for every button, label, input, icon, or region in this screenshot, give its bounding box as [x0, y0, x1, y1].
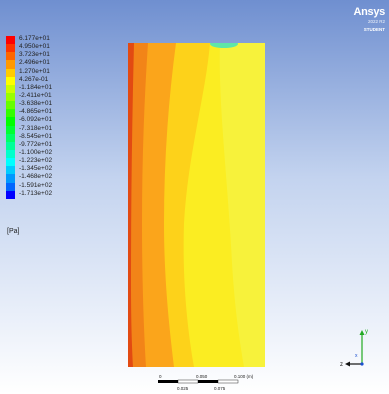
legend-swatch	[6, 174, 15, 183]
scale-segment-2	[177, 379, 199, 384]
legend-label: 3.723e+01	[19, 51, 50, 59]
legend-swatch	[6, 60, 15, 69]
legend-label: -1.223e+02	[19, 157, 53, 165]
legend-label: 2.496e+01	[19, 59, 50, 67]
scale-bar	[158, 379, 239, 384]
legend-swatch	[6, 52, 15, 61]
scale-tick-0075: 0.075	[214, 386, 226, 391]
legend-swatch	[6, 182, 15, 191]
triad-z-label: z	[340, 362, 343, 368]
x-axis-point	[360, 362, 364, 366]
scale-tick-0: 0	[159, 374, 162, 379]
legend-unit: [Pa]	[7, 228, 20, 235]
brand-version: 2022 R2	[367, 19, 385, 24]
legend-label: -8.545e+01	[19, 132, 53, 140]
z-axis-arrow	[345, 361, 350, 367]
legend-swatch	[6, 166, 15, 175]
legend-label: -6.092e+01	[19, 116, 53, 124]
legend-swatch	[6, 141, 15, 150]
legend-swatch	[6, 44, 15, 53]
contour-low-pressure-spot	[210, 43, 238, 48]
legend-swatch	[6, 84, 15, 93]
axis-triad: y z x	[340, 329, 368, 368]
y-axis-arrow	[359, 330, 365, 335]
legend-label: 1.270e+01	[19, 67, 50, 75]
legend-swatch	[6, 125, 15, 134]
legend-swatch	[6, 68, 15, 77]
legend-label: -1.100e+02	[19, 148, 53, 156]
legend-swatch	[6, 92, 15, 102]
scale-tick-0050: 0.050	[196, 374, 208, 379]
legend-label: -1.184e+01	[19, 83, 53, 91]
contour-outer-band	[128, 43, 148, 367]
legend-label: 6.177e+01	[19, 35, 50, 42]
legend-label: 4.267e-01	[19, 75, 49, 83]
legend-swatch	[6, 149, 15, 159]
pressure-contour-plot[interactable]	[128, 43, 265, 367]
contour-right-band	[219, 43, 265, 367]
scale-tick-0100: 0.100 (m)	[234, 374, 254, 379]
brand-edition: STUDENT	[363, 27, 385, 32]
ansys-watermark: Ansys 2022 R2 STUDENT	[353, 6, 385, 32]
legend-label: -1.713e+02	[19, 189, 53, 197]
legend-swatch	[6, 76, 15, 85]
legend-label: -1.468e+02	[19, 173, 53, 181]
legend-swatch	[6, 109, 15, 118]
contour-edge-band	[128, 43, 134, 367]
legend-label: -3.638e+01	[19, 100, 53, 108]
legend-swatch	[6, 101, 15, 110]
legend-swatch	[6, 158, 15, 167]
legend-swatch	[6, 36, 15, 45]
legend-label: -1.345e+02	[19, 165, 53, 173]
triad-x-label: x	[355, 353, 358, 359]
legend-swatch	[6, 133, 15, 142]
scale-segment-3	[198, 380, 218, 383]
triad-y-label: y	[365, 329, 368, 335]
legend-label: -1.591e+02	[19, 181, 53, 189]
legend-label: -4.865e+01	[19, 108, 53, 116]
scale-tick-0025: 0.025	[177, 386, 189, 391]
legend-label: 4.950e+01	[19, 43, 50, 51]
legend-label: -2.411e+01	[19, 91, 52, 99]
scale-segment-4	[217, 379, 239, 384]
legend-label: -7.318e+01	[19, 124, 53, 132]
scale-segment-1	[158, 380, 178, 383]
legend-label: -9.772e+01	[19, 140, 53, 148]
brand-name: Ansys	[353, 6, 385, 18]
legend-swatch	[6, 117, 15, 126]
legend-swatch	[6, 190, 15, 199]
